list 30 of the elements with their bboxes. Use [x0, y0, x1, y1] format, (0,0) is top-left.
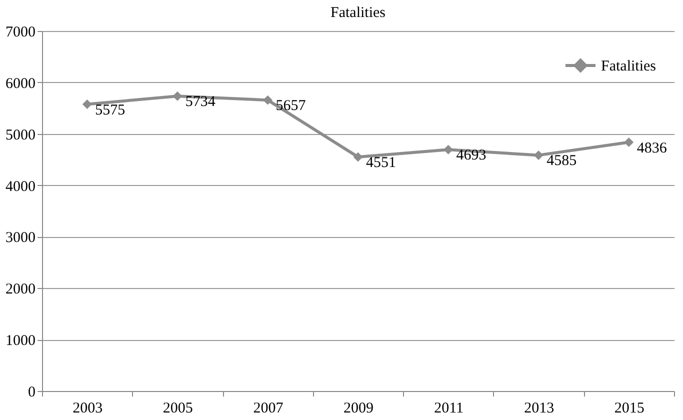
- data-label: 4551: [366, 154, 396, 171]
- x-tick-label: 2013: [524, 400, 554, 416]
- x-tick-label: 2007: [253, 400, 284, 416]
- legend-label: Fatalities: [601, 58, 656, 74]
- point: [353, 152, 363, 162]
- x-tick-label: 2009: [344, 400, 374, 416]
- point: [444, 144, 454, 154]
- y-tick-label: 4000: [6, 178, 36, 195]
- point: [534, 150, 544, 160]
- y-tick-label: 2000: [6, 282, 36, 298]
- point: [172, 91, 182, 101]
- point: [82, 100, 92, 110]
- data-label: 4836: [636, 140, 668, 156]
- y-tick-label: 0: [28, 384, 36, 400]
- y-tick-label: 5000: [6, 127, 36, 144]
- x-tick-label: 2003: [72, 400, 103, 416]
- data-label: 4693: [456, 148, 486, 164]
- y-tick-label: 6000: [6, 76, 36, 92]
- x-tick-label: 2005: [162, 400, 193, 416]
- data-label: 4585: [546, 153, 577, 170]
- y-tick-label: 1000: [6, 333, 36, 350]
- point: [624, 138, 634, 148]
- y-tick-label: 3000: [6, 230, 36, 246]
- data-label: 5657: [276, 98, 306, 114]
- x-tick-label: 2011: [434, 400, 464, 416]
- chart-title: Fatalities: [330, 5, 386, 21]
- data-label: 5734: [185, 94, 216, 110]
- y-tick-label: 7000: [6, 24, 36, 40]
- x-tick-label: 2015: [614, 400, 644, 416]
- data-label: 5575: [95, 102, 126, 118]
